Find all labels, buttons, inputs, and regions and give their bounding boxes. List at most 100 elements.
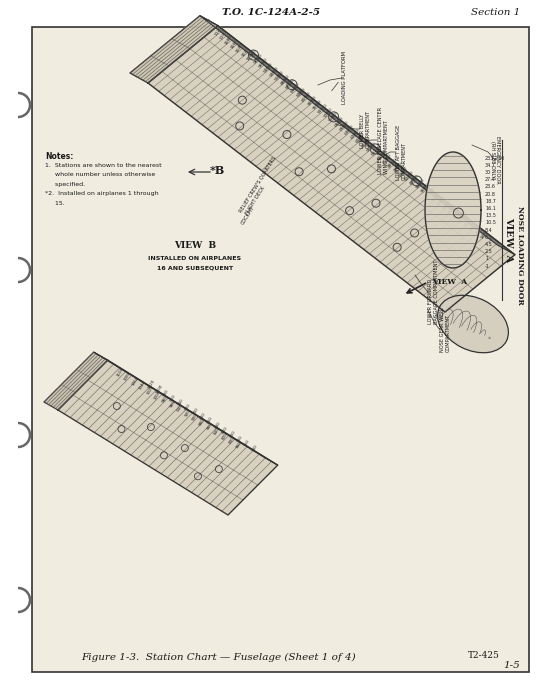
Text: 620: 620 [348,124,355,132]
Text: 780: 780 [235,440,243,449]
Text: 580: 580 [361,139,368,148]
Text: FLIGHT DECK: FLIGHT DECK [245,185,266,215]
Text: 940: 940 [261,57,269,66]
Text: 420: 420 [404,172,412,181]
Text: 860: 860 [283,74,291,83]
Text: LOWER FORWARD
BAGGAGE COMPARTMENT: LOWER FORWARD BAGGAGE COMPARTMENT [428,260,439,324]
Polygon shape [200,15,515,255]
Text: 1.  Stations are shown to the nearest: 1. Stations are shown to the nearest [45,163,162,168]
Text: 860: 860 [285,80,293,90]
Text: 540: 540 [370,141,377,149]
Polygon shape [148,26,515,312]
Text: 600: 600 [353,128,361,136]
Text: specified.: specified. [45,182,85,187]
Text: VIEW  A: VIEW A [505,218,513,262]
Text: 1040: 1040 [235,42,245,53]
Text: Figure 1-3.  Station Chart — Fuselage (Sheet 1 of 4): Figure 1-3. Station Chart — Fuselage (Sh… [81,653,355,662]
Text: 200: 200 [463,218,471,227]
Text: 27.4: 27.4 [485,177,496,182]
Polygon shape [94,352,278,465]
Text: 900: 900 [272,65,280,74]
Text: LOWER FUSELAGE CENTER
WING COMPARTMENT: LOWER FUSELAGE CENTER WING COMPARTMENT [378,106,389,174]
Text: COCKPIT: COCKPIT [240,204,256,225]
Text: 1000: 1000 [246,50,255,62]
Polygon shape [44,352,108,410]
Text: 860: 860 [206,422,214,431]
Text: 900: 900 [192,407,200,416]
Text: 680: 680 [332,111,339,120]
Text: 6.5: 6.5 [485,234,493,239]
Text: 560: 560 [366,143,374,152]
Text: VIEW  A: VIEW A [432,278,467,286]
Text: 500: 500 [382,155,390,164]
Text: 920: 920 [267,62,274,70]
Text: 260: 260 [445,199,452,207]
Text: 13.5: 13.5 [485,213,496,218]
Text: 1: 1 [485,256,488,261]
Text: 560: 560 [364,136,372,145]
Text: 34.7: 34.7 [485,162,496,168]
Text: 16.1: 16.1 [485,206,496,211]
Text: 700: 700 [326,107,334,116]
Text: Section 1: Section 1 [471,8,520,17]
Text: 1-5: 1-5 [503,661,520,670]
Text: VIEW  B: VIEW B [174,241,216,249]
Text: 840: 840 [288,78,296,87]
Text: 880: 880 [278,69,285,78]
Text: 680: 680 [334,118,341,127]
Text: 440: 440 [397,161,404,170]
Text: 760: 760 [312,102,320,111]
Text: 780: 780 [236,435,244,443]
Text: Notes:: Notes: [45,152,74,161]
Text: 30: 30 [485,170,491,175]
Text: 1020: 1020 [148,379,156,390]
Text: 400: 400 [410,176,417,186]
Text: 480: 480 [388,160,395,169]
Text: 320: 320 [428,186,436,195]
Text: 280: 280 [442,202,450,211]
Text: 220: 220 [458,214,466,223]
Text: 920: 920 [269,68,276,77]
Text: 740: 740 [318,106,325,115]
Text: 380: 380 [412,174,420,183]
Text: 780: 780 [307,97,314,106]
Text: 4.5: 4.5 [485,242,493,247]
Text: 800: 800 [299,86,307,95]
Text: 760: 760 [310,94,318,104]
Text: 880: 880 [199,418,206,426]
Text: 640: 640 [342,120,350,128]
Text: 1000: 1000 [153,389,162,400]
Text: 500: 500 [380,148,388,158]
Text: 940: 940 [176,404,184,413]
Text: *2.  Installed on airplanes 1 through: *2. Installed on airplanes 1 through [45,192,159,197]
Text: *B: *B [209,164,225,176]
Text: 260: 260 [447,206,455,215]
Text: NOSE GEAR WELL
COMPARTMENT: NOSE GEAR WELL COMPARTMENT [440,307,451,352]
Text: 20.8: 20.8 [485,192,496,197]
Text: 18.7: 18.7 [485,199,496,204]
Text: 380: 380 [415,181,423,190]
Text: 360: 360 [420,185,428,194]
Text: 1040: 1040 [138,380,147,391]
Text: 183: 183 [469,222,477,231]
Polygon shape [425,152,481,268]
Text: 900: 900 [192,413,199,422]
Text: 700: 700 [328,114,336,123]
Text: 960: 960 [169,400,177,408]
Text: 233,250: 233,250 [485,155,505,160]
Text: 1080: 1080 [123,371,133,382]
Text: LOWER AFT BAGGAGE
COMPARTMENT: LOWER AFT BAGGAGE COMPARTMENT [396,125,407,180]
Text: 980: 980 [162,389,170,398]
Text: 10.5: 10.5 [485,220,496,225]
Text: 960: 960 [258,60,266,69]
Text: 940: 940 [263,64,271,73]
Polygon shape [58,360,278,515]
Text: 900: 900 [274,72,282,81]
Text: 220: 220 [456,207,463,216]
Text: LOWER BELLY
COMPARTMENT: LOWER BELLY COMPARTMENT [360,110,371,148]
Text: 200: 200 [461,211,469,220]
Text: 860: 860 [207,416,214,425]
Text: 1020: 1020 [241,46,250,57]
Text: 880: 880 [280,76,287,85]
Text: 940: 940 [177,398,184,407]
